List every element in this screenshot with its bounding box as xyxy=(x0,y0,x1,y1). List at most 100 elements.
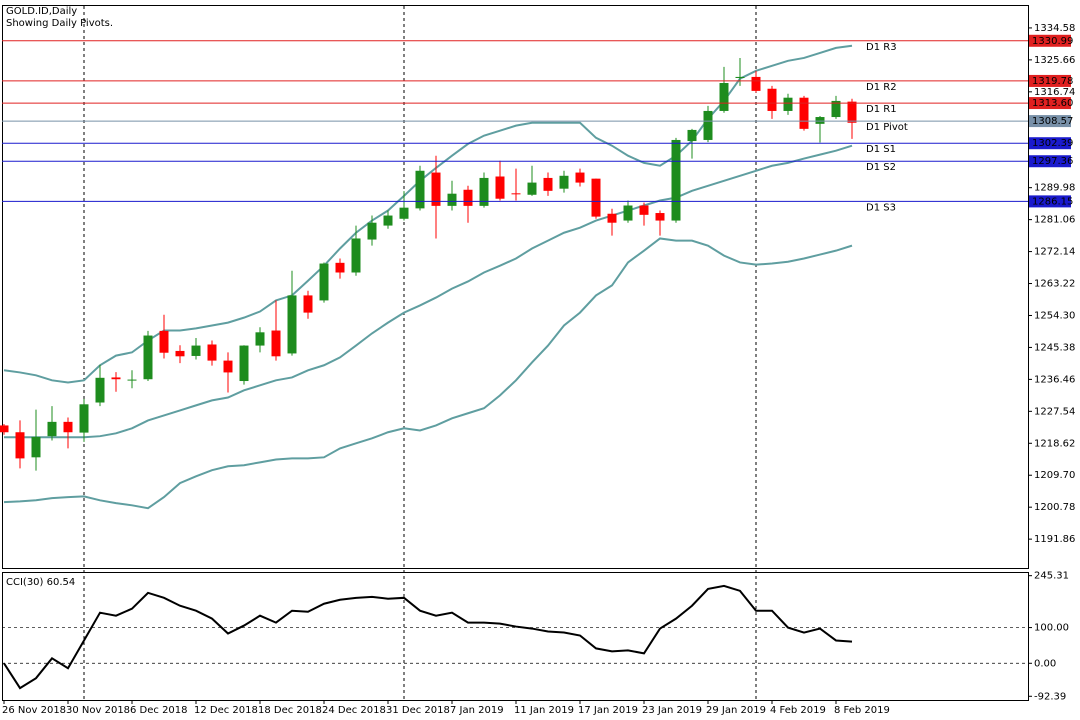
candle-body xyxy=(0,425,9,433)
x-tick-label: 26 Nov 2018 xyxy=(2,705,66,716)
candle-body xyxy=(463,189,473,206)
candle-body xyxy=(639,205,649,215)
y-tick-label: 0.00 xyxy=(1034,658,1056,669)
candle-body xyxy=(783,97,793,111)
candle-body xyxy=(447,193,457,206)
candle-body xyxy=(479,177,489,206)
price-label-box xyxy=(1029,34,1071,47)
y-tick-label: 1254.30 xyxy=(1034,310,1075,321)
y-tick-label: 1325.66 xyxy=(1034,55,1075,66)
candle-body xyxy=(351,238,361,273)
candle-body xyxy=(175,350,185,357)
y-tick-label: 1200.78 xyxy=(1034,502,1075,513)
candle-body xyxy=(287,295,297,354)
candle-body xyxy=(239,345,249,382)
candle-body xyxy=(15,432,25,459)
x-tick-label: 4 Feb 2019 xyxy=(770,705,826,716)
candle-body xyxy=(271,330,281,357)
y-tick-label: 1263.22 xyxy=(1034,279,1075,290)
candle-body xyxy=(511,193,521,195)
pivot-label: D1 R2 xyxy=(866,82,897,93)
cci-line xyxy=(3,584,853,690)
y-tick-label: 1218.62 xyxy=(1034,438,1075,449)
price-label: 1319.78 xyxy=(1032,76,1073,87)
candle-body xyxy=(319,263,329,301)
y-tick-label: 1236.46 xyxy=(1034,374,1075,385)
price-label-box xyxy=(1029,195,1071,208)
candle-body xyxy=(127,379,137,381)
x-tick-label: 6 Dec 2018 xyxy=(130,705,188,716)
candle-body xyxy=(303,295,313,313)
candle-body xyxy=(95,377,105,403)
candle-body xyxy=(31,436,41,458)
candle-body xyxy=(735,76,745,78)
candle-body xyxy=(335,262,345,273)
price-label: 1297.36 xyxy=(1032,156,1073,167)
candle-body xyxy=(191,345,201,356)
candle-body xyxy=(719,83,729,111)
candle-body xyxy=(111,377,121,380)
candle-body xyxy=(575,172,585,183)
price-label: 1286.15 xyxy=(1032,196,1073,207)
candle-body xyxy=(207,344,217,361)
candle-body xyxy=(815,117,825,124)
x-tick-label: 24 Dec 2018 xyxy=(322,705,386,716)
candle-body xyxy=(671,139,681,221)
candle-body xyxy=(143,335,153,380)
main-panel xyxy=(2,5,1029,569)
cci-title: CCI(30) 60.54 xyxy=(6,577,75,588)
candle-body xyxy=(767,88,777,111)
y-tick-label: 1289.98 xyxy=(1034,183,1075,194)
candle-body xyxy=(831,100,841,118)
candle-body xyxy=(703,110,713,140)
candle-body xyxy=(431,172,441,206)
x-tick-label: 12 Dec 2018 xyxy=(194,705,258,716)
y-tick-label: 1227.54 xyxy=(1034,406,1075,417)
x-tick-label: 29 Jan 2019 xyxy=(706,705,766,716)
price-label: 1313.60 xyxy=(1032,98,1073,109)
y-tick-label: 1209.70 xyxy=(1034,470,1075,481)
candle-body xyxy=(799,97,809,129)
y-tick-label: 1316.74 xyxy=(1034,87,1075,98)
pivot-label: D1 Pivot xyxy=(866,122,908,133)
x-tick-label: 7 Jan 2019 xyxy=(450,705,504,716)
pivot-label: D1 R1 xyxy=(866,104,897,115)
y-tick-label: 1191.86 xyxy=(1034,534,1075,545)
x-tick-label: 31 Dec 2018 xyxy=(386,705,450,716)
price-label: 1302.39 xyxy=(1032,138,1073,149)
price-label-box xyxy=(1029,115,1071,128)
pivot-label: D1 S2 xyxy=(866,162,896,173)
candle-body xyxy=(63,421,73,433)
period-separators xyxy=(83,6,757,700)
x-tick-label: 30 Nov 2018 xyxy=(66,705,130,716)
candle-body xyxy=(751,76,761,91)
candle-body xyxy=(399,207,409,219)
chart-subtitle: Showing Daily Pivots. xyxy=(6,18,113,29)
price-label: 1308.57 xyxy=(1032,116,1073,127)
candle-body xyxy=(607,213,617,223)
candle-body xyxy=(367,222,377,240)
price-label: 1330.99 xyxy=(1032,36,1073,47)
price-label-box xyxy=(1029,97,1071,110)
candle-body xyxy=(159,330,169,353)
candle-body xyxy=(79,404,89,433)
x-tick-label: 8 Feb 2019 xyxy=(834,705,890,716)
candle-body xyxy=(655,213,665,221)
price-label-box xyxy=(1029,137,1071,150)
x-tick-label: 11 Jan 2019 xyxy=(514,705,574,716)
candle-body xyxy=(543,177,553,191)
y-tick-label: 245.31 xyxy=(1034,571,1069,582)
candle-body xyxy=(527,182,537,195)
candle-body xyxy=(255,332,265,346)
candle-body xyxy=(383,215,393,226)
y-tick-label: -92.39 xyxy=(1034,691,1066,702)
price-label-box xyxy=(1029,74,1071,87)
candle-body xyxy=(847,101,857,123)
pivot-label: D1 S1 xyxy=(866,144,896,155)
price-label-box xyxy=(1029,155,1071,168)
x-tick-label: 18 Dec 2018 xyxy=(258,705,322,716)
y-tick-label: 1334.58 xyxy=(1034,23,1075,34)
